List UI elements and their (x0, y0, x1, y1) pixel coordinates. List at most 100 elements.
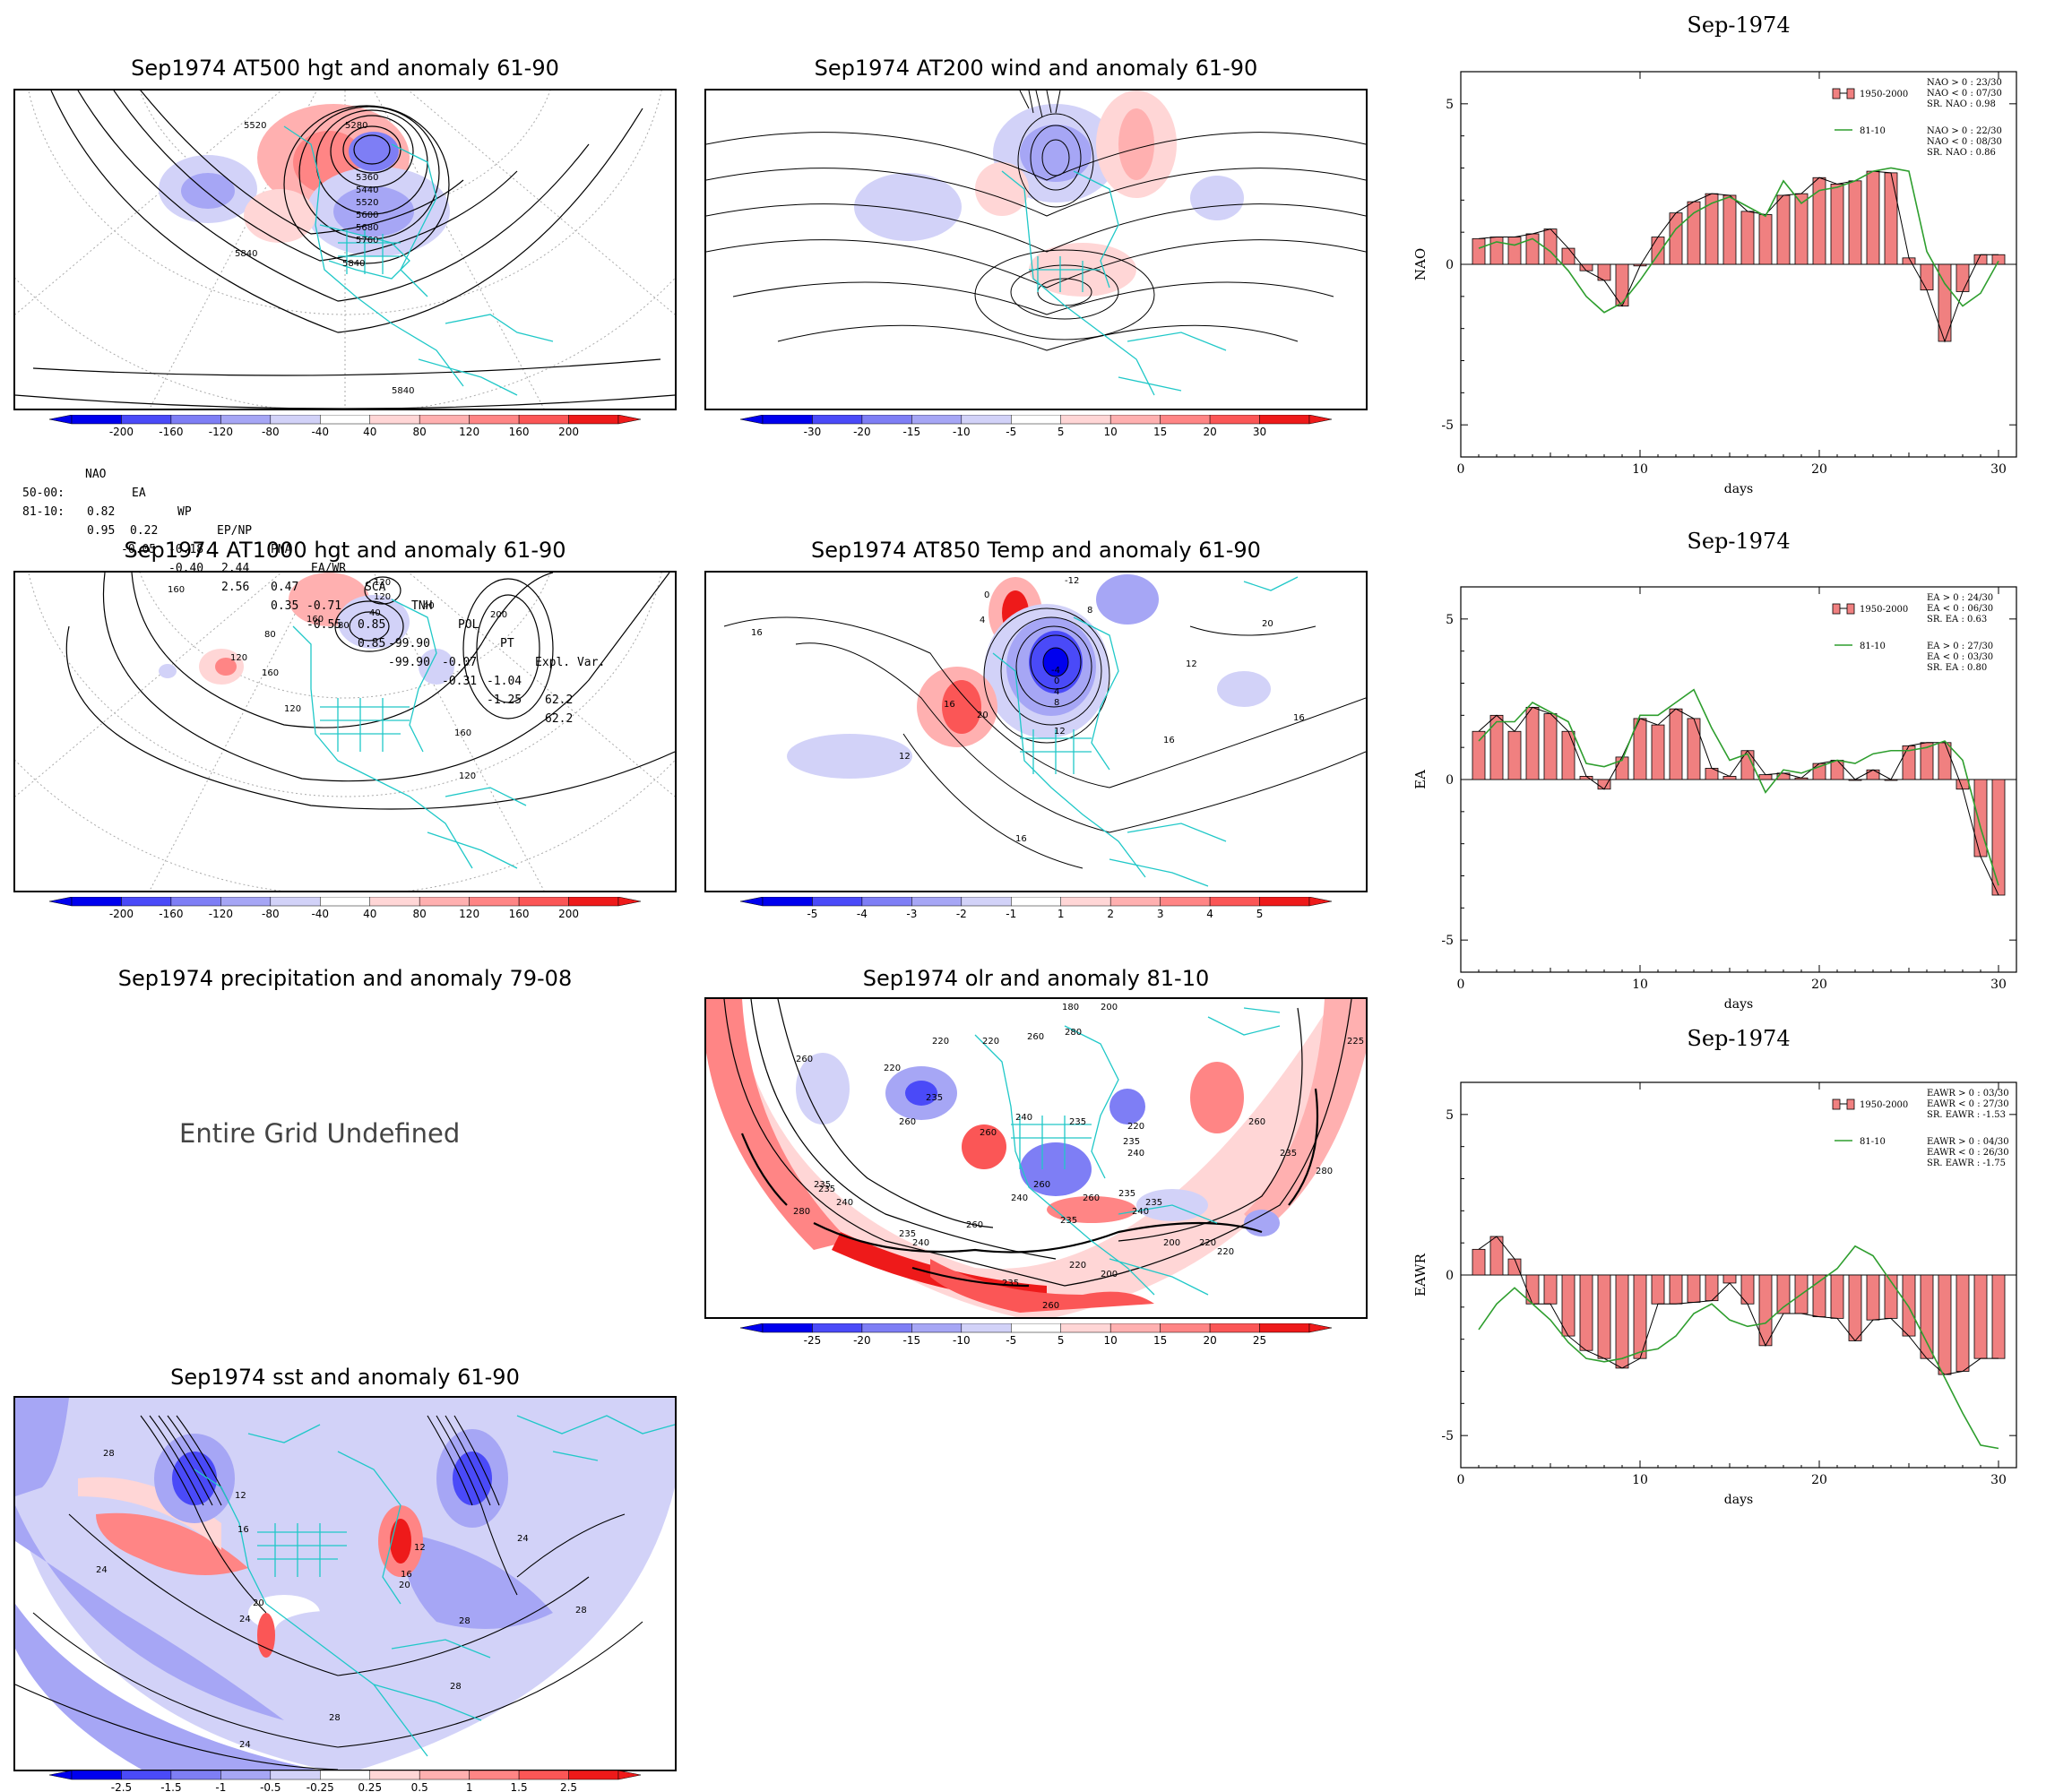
wind200-map (704, 89, 1368, 410)
t850-contour-label: 16 (751, 628, 763, 638)
colorbar-swatch (1011, 1323, 1061, 1333)
bar (1507, 237, 1522, 265)
colorbar-tick-label: -200 (109, 908, 134, 920)
legend-bar-swatch (1832, 1098, 1841, 1110)
colorbar-tick-label: -1 (215, 1781, 226, 1792)
sst-contour-label: 12 (235, 1491, 246, 1501)
bar (1669, 212, 1683, 265)
bar (1543, 1274, 1558, 1305)
z1000-contour-label: 120 (230, 653, 247, 663)
bar (1866, 1274, 1880, 1321)
bar (1489, 237, 1504, 265)
bar (1812, 1274, 1826, 1317)
z500-contour-label: 5680 (356, 223, 378, 233)
sst-contour-label: 28 (459, 1616, 471, 1626)
colorbar-arrow-left (740, 1323, 764, 1333)
colorbar-swatch (71, 897, 122, 907)
bar (1902, 257, 1916, 265)
colorbar-tick-label: 40 (363, 426, 376, 438)
z500-contour-label: 5600 (356, 211, 378, 220)
t850-contour-label: 8 (1054, 698, 1059, 708)
table-cell: 0.95 (87, 524, 116, 538)
z500-contour-label: 5840 (235, 249, 257, 259)
z1000-map-svg: 160 120 120 40 80 40 160 200 80 120 160 … (15, 573, 675, 891)
olr-contour-label: 220 (1217, 1247, 1234, 1257)
bar (1866, 170, 1880, 265)
legend-bar-swatch (1846, 603, 1855, 615)
colorbar-swatch (762, 415, 813, 425)
z500-map-svg: 5520 5280 5360 5440 5520 5600 5680 5760 … (15, 90, 675, 409)
t850-map: -12 0 4 8 16 -4 0 4 8 12 16 20 12 20 12 … (704, 571, 1368, 892)
legend-stat-1950-2000: EA < 0 : 06/30 (1927, 604, 1993, 614)
colorbar-tick-label: -2.5 (111, 1781, 132, 1792)
bar (1938, 742, 1952, 780)
colorbar-swatch (762, 897, 813, 907)
legend-label-1950-2000: 1950-2000 (1860, 605, 1908, 615)
colorbar-swatch (812, 1323, 863, 1333)
bar (1776, 772, 1791, 780)
t850-contour-label: 16 (1163, 736, 1175, 745)
colorbar-swatch (1209, 1323, 1260, 1333)
bar (1830, 184, 1844, 265)
table-header-cell: NAO (85, 468, 107, 481)
olr-contour-label: 220 (1199, 1238, 1216, 1248)
bar (1489, 1236, 1504, 1276)
table-row-50-00: 50-00: 0.82 0.22 -0.18 2.44 0.47 -0.71 0… (22, 465, 573, 728)
y-tick-label: 5 (1446, 98, 1454, 112)
bar (1920, 263, 1934, 291)
bar (1633, 263, 1647, 267)
bar (1722, 776, 1737, 780)
y-axis-label: EA (1412, 770, 1429, 789)
colorbar-swatch (320, 1770, 370, 1780)
z1000-map: 160 120 120 40 80 40 160 200 80 120 160 … (13, 571, 677, 892)
z500-contour-label: 5760 (356, 236, 378, 246)
bar (1794, 1274, 1809, 1314)
colorbar-swatch (270, 415, 321, 425)
x-tick-label: 10 (1632, 462, 1648, 477)
bar (1597, 779, 1611, 790)
bar (1579, 1274, 1593, 1351)
colorbar-tick-label: -10 (953, 1334, 971, 1347)
colorbar-swatch (762, 1323, 813, 1333)
t850-contour-label: 16 (1015, 834, 1027, 844)
z1000-contour-label: 80 (338, 621, 350, 631)
bar (1812, 177, 1826, 265)
bar (1687, 201, 1701, 265)
olr-contour-label: 240 (836, 1198, 853, 1208)
olr-contour-label: 240 (1015, 1113, 1032, 1123)
sst-contour-label: 28 (103, 1449, 115, 1459)
olr-contour-label: 260 (1083, 1193, 1100, 1203)
bar (1489, 714, 1504, 780)
t850-contour-label: -12 (1065, 576, 1079, 586)
bar (1543, 713, 1558, 780)
olr-contour-label: 235 (1123, 1137, 1140, 1147)
olr-contour-label: 235 (1280, 1149, 1297, 1159)
legend-stat-81-10: EA > 0 : 27/30 (1927, 642, 1993, 651)
bar (1633, 718, 1647, 780)
bar (1687, 718, 1701, 780)
legend-bar-swatch (1846, 88, 1855, 99)
x-tick-label: 30 (1990, 462, 2007, 477)
colorbar-swatch (1109, 415, 1161, 425)
colorbar-arrow-right (617, 897, 641, 907)
colorbar-tick-label: -0.5 (260, 1781, 281, 1792)
colorbar-tick-label: -80 (262, 426, 280, 438)
olr-contour-label: 220 (932, 1037, 949, 1047)
bar (1669, 1274, 1683, 1305)
z1000-contour-label: 120 (374, 578, 391, 588)
colorbar-swatch (911, 415, 963, 425)
bar (1615, 756, 1629, 780)
legend-label-1950-2000: 1950-2000 (1860, 1100, 1908, 1110)
colorbar-tick-label: 120 (459, 908, 479, 920)
olr-contour-label: 260 (1027, 1032, 1044, 1042)
t850-contour-label: 8 (1087, 606, 1092, 616)
colorbar-swatch (1011, 415, 1061, 425)
t850-contour-label: 4 (980, 616, 985, 625)
t850-contour-label: 0 (1054, 676, 1059, 686)
colorbar-swatch (369, 1770, 420, 1780)
colorbar-swatch (1160, 1323, 1211, 1333)
sst-contour-label: 12 (414, 1543, 426, 1553)
legend-stat-81-10: EAWR < 0 : 26/30 (1927, 1148, 2009, 1158)
table-cell: -0.05 (121, 543, 157, 556)
z1000-colorbar: -200 -160 -120 -80 -40 40 80 120 160 200 (49, 897, 641, 920)
